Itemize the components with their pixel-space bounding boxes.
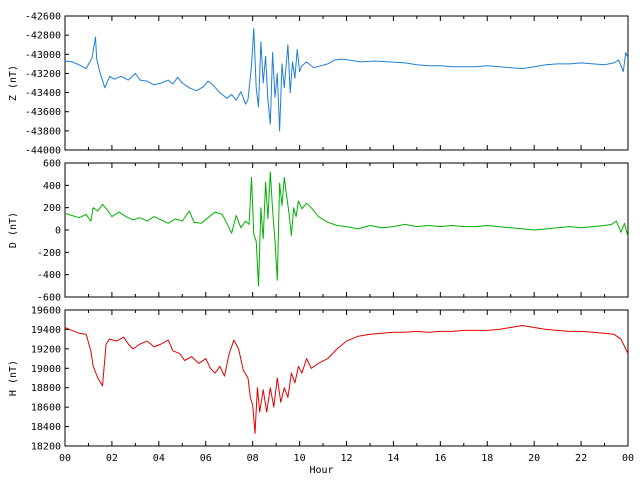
y-axis-label-z: Z (nT) (8, 65, 19, 101)
panel-frame-z (64, 15, 629, 151)
y-tick-label-z-4: -43400 (25, 88, 61, 99)
y-tick-label-d-2: 200 (43, 203, 61, 214)
y-tick-label-z-1: -42800 (25, 31, 61, 42)
y-tick-label-h-5: 18600 (31, 403, 61, 414)
series-line-d (64, 171, 629, 287)
y-tick-label-h-1: 19400 (31, 325, 61, 336)
y-tick-label-d-6: -600 (37, 293, 61, 304)
y-tick-label-h-3: 19000 (31, 364, 61, 375)
x-tick-label-2: 04 (153, 453, 165, 464)
series-line-h (64, 325, 629, 434)
x-tick-label-9: 18 (481, 453, 493, 464)
panel-frame-h (64, 309, 629, 447)
y-tick-label-z-0: -42600 (25, 12, 61, 23)
x-tick-label-1: 02 (106, 453, 118, 464)
y-tick-label-h-6: 18400 (31, 422, 61, 433)
x-tick-label-11: 22 (575, 453, 587, 464)
y-tick-label-d-3: 0 (55, 226, 61, 237)
x-tick-label-10: 20 (528, 453, 540, 464)
x-tick-label-0: 00 (59, 453, 71, 464)
x-tick-label-6: 12 (340, 453, 352, 464)
x-tick-label-7: 14 (387, 453, 399, 464)
y-tick-label-z-6: -43800 (25, 126, 61, 137)
y-axis-label-h: H (nT) (8, 360, 19, 396)
y-tick-label-h-2: 19200 (31, 344, 61, 355)
series-line-z (64, 27, 629, 132)
x-axis-label: Hour (309, 465, 333, 476)
x-tick-label-8: 16 (434, 453, 446, 464)
x-tick-label-4: 08 (247, 453, 259, 464)
y-tick-label-z-5: -43600 (25, 107, 61, 118)
y-tick-label-z-2: -43000 (25, 50, 61, 61)
y-axis-label-d: D (nT) (8, 212, 19, 248)
x-tick-label-5: 10 (294, 453, 306, 464)
y-tick-label-d-4: -200 (37, 248, 61, 259)
y-tick-label-z-3: -43200 (25, 69, 61, 80)
y-tick-label-d-1: 400 (43, 181, 61, 192)
y-tick-label-h-4: 18800 (31, 383, 61, 394)
y-tick-label-d-0: 600 (43, 159, 61, 170)
x-tick-label-3: 06 (200, 453, 212, 464)
y-tick-label-d-5: -400 (37, 270, 61, 281)
y-tick-label-h-0: 19600 (31, 306, 61, 317)
panel-frame-d (64, 162, 629, 298)
y-tick-label-h-7: 18200 (31, 442, 61, 453)
x-tick-label-12: 00 (622, 453, 634, 464)
y-tick-label-z-7: -44000 (25, 146, 61, 157)
